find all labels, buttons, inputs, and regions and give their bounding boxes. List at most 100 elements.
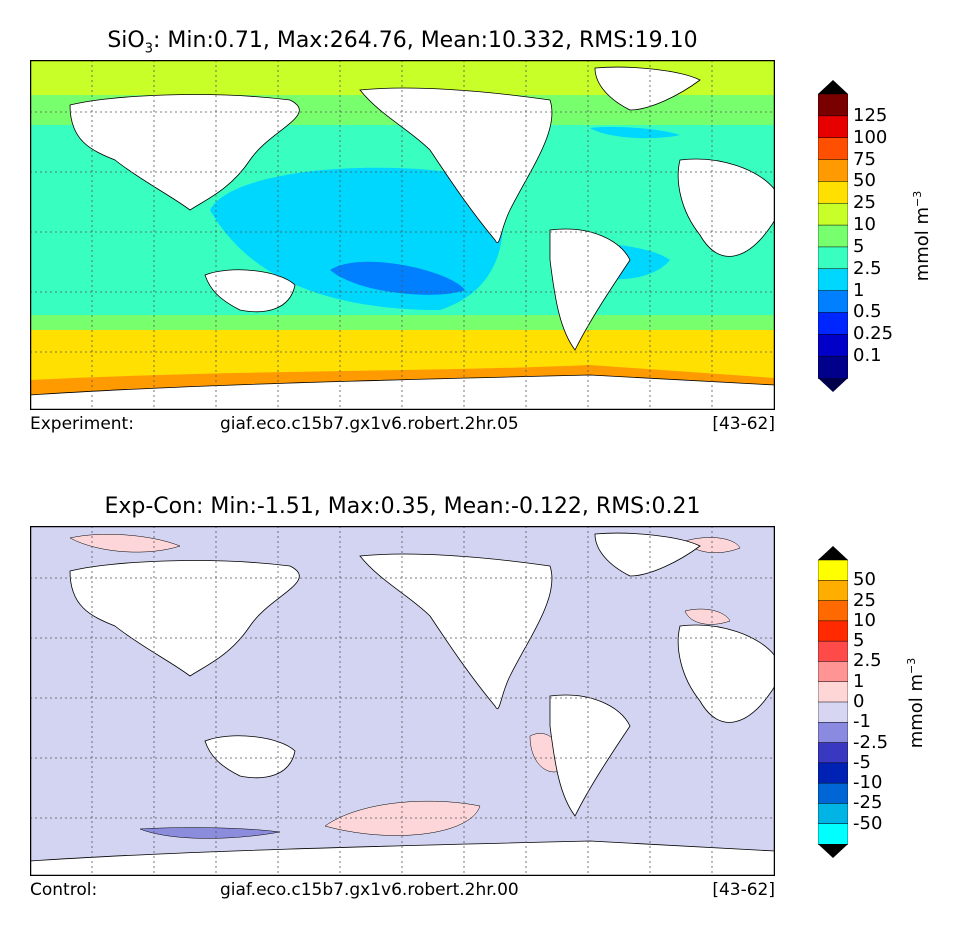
- top-title-prefix: SiO: [107, 28, 145, 53]
- diff-negative-antarctic: [139, 827, 281, 839]
- bottom-colorbar-segment: [818, 600, 848, 622]
- top-unit-base: mmol m: [912, 206, 933, 282]
- top-map: [30, 60, 775, 410]
- bottom-colorbar-tick-label: -50: [853, 812, 883, 834]
- bottom-colorbar-segment: [818, 803, 848, 825]
- bottom-colorbar-tick-label: 10: [853, 609, 876, 631]
- top-colorbar-segment: [818, 202, 848, 226]
- bottom-unit-base: mmol m: [906, 673, 927, 749]
- top-colorbar-over-arrow: [818, 80, 848, 94]
- experiment-label: Experiment:: [30, 414, 134, 434]
- top-colorbar-tick-label: 5: [853, 235, 865, 257]
- top-colorbar-tick-label: 125: [853, 104, 888, 126]
- bottom-panel-title: Exp-Con: Min:-1.51, Max:0.35, Mean:-0.12…: [104, 494, 701, 519]
- bottom-colorbar-segment: [818, 620, 848, 642]
- top-colorbar-segment: [818, 268, 848, 292]
- bottom-colorbar-segment: [818, 580, 848, 602]
- top-colorbar-segment: [818, 355, 848, 379]
- bottom-colorbar-segment: [818, 782, 848, 805]
- north-america: [359, 87, 553, 243]
- bottom-colorbar-tick-label: -1: [853, 711, 871, 733]
- control-year-range: [43-62]: [712, 880, 775, 900]
- top-colorbar-segment: [818, 290, 848, 314]
- top-colorbar-unit: mmol m−3: [911, 136, 933, 336]
- greenland: [594, 532, 701, 577]
- top-colorbar-tick-label: 75: [853, 148, 876, 170]
- top-colorbar-segment: [818, 137, 848, 161]
- top-colorbar-tick-label: 0.5: [853, 301, 882, 323]
- diff-positive-southern: [324, 800, 481, 836]
- top-colorbar-tick-label: 50: [853, 170, 876, 192]
- top-colorbar-segment: [818, 93, 848, 117]
- bottom-colorbar-tick-label: 50: [853, 569, 876, 591]
- bottom-colorbar-ticks: 50 25 10 5 2.5 1 0 -1 -2.5 -5 -10 -25 -50: [853, 546, 933, 858]
- bottom-colorbar-tick-label: 5: [853, 630, 865, 652]
- australia: [204, 269, 296, 313]
- bottom-map: [30, 526, 775, 876]
- bottom-colorbar-segment: [818, 742, 848, 764]
- southern-band-25: [30, 330, 775, 350]
- bottom-colorbar-tick-label: -25: [853, 792, 883, 814]
- bottom-colorbar-tick-label: -2.5: [853, 731, 889, 753]
- southern-band-5: [30, 315, 775, 330]
- top-colorbar-segment: [818, 159, 848, 183]
- top-colorbar-tick-label: 2.5: [853, 257, 882, 279]
- bottom-colorbar-tick-label: 2.5: [853, 650, 882, 672]
- bottom-colorbar-under-arrow: [818, 844, 848, 858]
- top-panel-title: SiO3: Min:0.71, Max:264.76, Mean:10.332,…: [30, 28, 775, 56]
- map-frame: [30, 526, 775, 876]
- bottom-colorbar-unit: mmol m−3: [905, 603, 927, 803]
- top-title-subscript: 3: [144, 41, 154, 57]
- graticule: [30, 60, 775, 410]
- map-frame: [30, 60, 775, 410]
- top-colorbar-segment: [818, 246, 848, 270]
- bottom-colorbar-over-arrow: [818, 546, 848, 560]
- south-america: [549, 694, 631, 817]
- south-america: [549, 228, 631, 351]
- control-label: Control:: [30, 880, 98, 900]
- greenland: [594, 66, 701, 111]
- bottom-colorbar-segment: [818, 823, 848, 845]
- top-colorbar-segment: [818, 115, 848, 139]
- top-colorbar: [818, 80, 848, 392]
- experiment-case-name: giaf.eco.c15b7.gx1v6.robert.2hr.05: [220, 414, 519, 434]
- top-colorbar-tick-label: 0.25: [853, 323, 894, 345]
- top-colorbar-tick-label: 10: [853, 214, 876, 236]
- bottom-colorbar-segment: [818, 661, 848, 683]
- north-america: [359, 553, 553, 709]
- diff-positive-arctic: [69, 534, 181, 553]
- bottom-colorbar-tick-label: 1: [853, 670, 865, 692]
- top-colorbar-tick-label: 1: [853, 279, 865, 301]
- south-pacific-gyre: [330, 261, 465, 295]
- diff-positive-europe: [684, 608, 731, 625]
- bottom-colorbar-segment: [818, 640, 848, 663]
- bottom-colorbar-segment: [818, 559, 848, 582]
- top-colorbar-segment: [818, 334, 848, 357]
- top-unit-exponent: −3: [911, 190, 924, 207]
- diff-positive-greenland: [684, 537, 741, 553]
- australia: [204, 735, 296, 779]
- bottom-colorbar-tick-label: 25: [853, 589, 876, 611]
- top-colorbar-tick-label: 100: [853, 126, 888, 148]
- top-colorbar-ticks: 125 100 75 50 25 10 5 2.5 1 0.5 0.25 0.1: [853, 80, 933, 392]
- top-colorbar-segment: [818, 224, 848, 248]
- top-colorbar-under-arrow: [818, 378, 848, 392]
- bottom-colorbar-tick-label: -10: [853, 772, 883, 794]
- bottom-colorbar-tick-label: 0: [853, 691, 865, 712]
- top-colorbar-tick-label: 25: [853, 192, 876, 214]
- top-colorbar-segment: [818, 181, 848, 204]
- bottom-colorbar: [818, 546, 848, 858]
- top-colorbar-tick-label: 0.1: [853, 345, 882, 367]
- control-case-name: giaf.eco.c15b7.gx1v6.robert.2hr.00: [220, 880, 519, 900]
- bottom-colorbar-segment: [818, 722, 848, 744]
- bottom-colorbar-tick-label: -5: [853, 751, 871, 773]
- top-colorbar-segment: [818, 312, 848, 336]
- north-atlantic-gyre: [590, 126, 680, 139]
- top-title-stats: : Min:0.71, Max:264.76, Mean:10.332, RMS…: [153, 28, 698, 53]
- experiment-year-range: [43-62]: [712, 414, 775, 434]
- bottom-colorbar-segment: [818, 701, 848, 724]
- bottom-colorbar-segment: [818, 762, 848, 784]
- graticule: [30, 526, 775, 876]
- bottom-unit-exponent: −3: [905, 657, 918, 674]
- bottom-colorbar-segment: [818, 681, 848, 703]
